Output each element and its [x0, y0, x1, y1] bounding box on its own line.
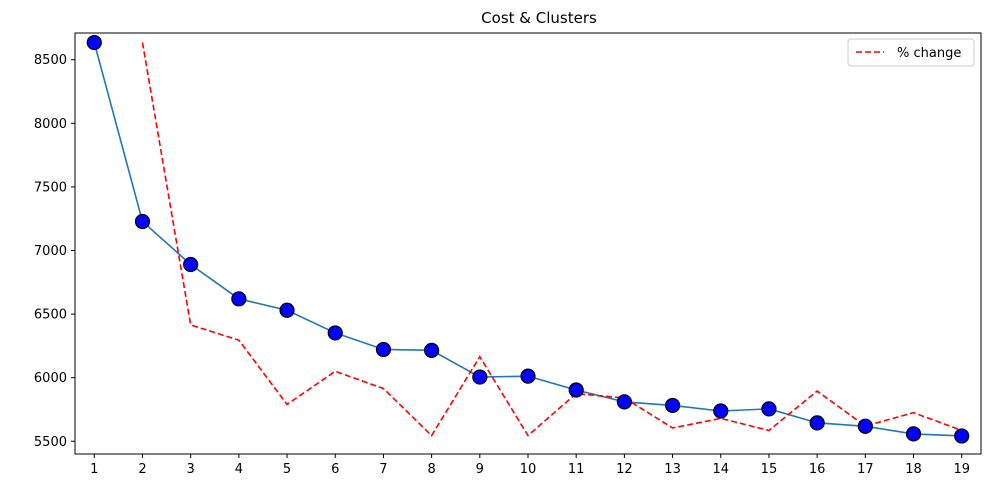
plot-frame: [74, 32, 982, 455]
cost-point: [905, 426, 922, 442]
x-tick-label: 12: [616, 462, 633, 477]
legend-label-percent-change: % change: [897, 46, 961, 61]
x-axis: 1 2 3 4 5 6 7 8 9 10 11 12 13 14 15 16 17 18 19: [90, 454, 970, 477]
y-tick-label: 5500: [34, 435, 67, 450]
x-tick-label: 1: [90, 462, 98, 477]
cost-point: [664, 397, 681, 414]
x-tick-label: 16: [809, 462, 826, 477]
cost-point: [713, 403, 729, 419]
cost-point: [568, 382, 584, 398]
x-tick-label: 4: [235, 462, 243, 477]
x-tick-label: 15: [761, 462, 778, 477]
x-tick-label: 14: [712, 462, 729, 477]
x-tick-label: 11: [568, 462, 585, 477]
x-tick-label: 9: [476, 462, 484, 477]
percent-change-line: [141, 42, 963, 437]
y-axis: 5500 6000 6500 7000 7500 8000 8500: [34, 53, 75, 450]
x-tick-label: 6: [331, 462, 339, 477]
cost-point: [375, 341, 392, 358]
cost-point: [424, 342, 440, 358]
x-tick-label: 7: [379, 462, 387, 477]
x-tick-label: 18: [905, 462, 922, 477]
x-tick-label: 10: [520, 462, 537, 477]
cost-point: [954, 428, 970, 444]
cost-point: [520, 368, 536, 384]
x-tick-label: 13: [664, 462, 681, 477]
y-tick-label: 7000: [34, 244, 67, 259]
cost-point: [279, 302, 295, 318]
cost-point: [809, 415, 825, 431]
x-tick-label: 19: [953, 462, 970, 477]
cost-point: [86, 34, 102, 51]
y-tick-label: 6000: [34, 371, 67, 386]
y-tick-label: 7500: [34, 180, 67, 195]
x-tick-label: 3: [187, 462, 195, 477]
x-tick-label: 2: [138, 462, 146, 477]
x-tick-label: 8: [427, 462, 435, 477]
cost-point: [616, 394, 632, 410]
chart-title: Cost & Clusters: [481, 9, 597, 27]
cost-point: [857, 418, 873, 434]
y-tick-label: 6500: [34, 308, 67, 323]
cost-point: [231, 291, 247, 307]
y-tick-label: 8000: [34, 117, 67, 132]
cost-point: [327, 325, 343, 341]
legend: % change: [847, 38, 975, 67]
x-tick-label: 5: [283, 462, 291, 477]
y-tick-label: 8500: [34, 53, 67, 68]
cost-point: [134, 213, 151, 230]
legend-box: [847, 38, 975, 67]
x-tick-label: 17: [857, 462, 874, 477]
cost-point: [472, 369, 488, 385]
cost-point: [761, 401, 777, 417]
cost-point: [183, 256, 199, 273]
